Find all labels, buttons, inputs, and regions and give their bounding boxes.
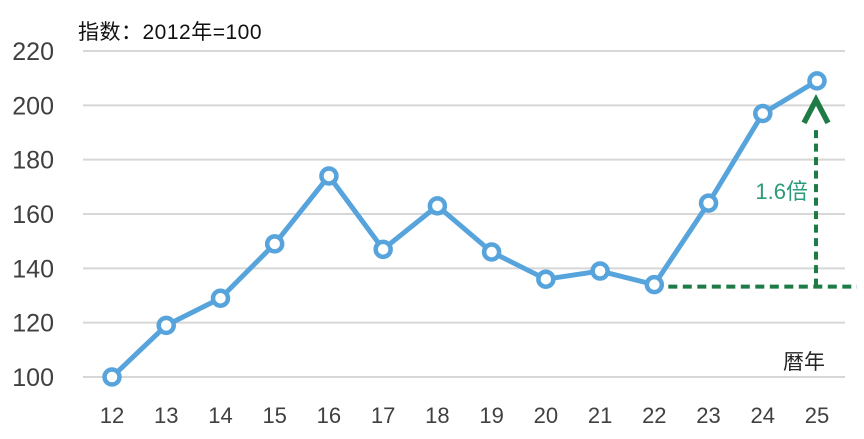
annotation-arrowhead-icon (801, 93, 831, 125)
x-tick-label-24: 24 (751, 403, 775, 428)
y-tick-label-120: 120 (12, 310, 54, 338)
x-tick-label-16: 16 (317, 403, 341, 428)
x-tick-label-19: 19 (479, 403, 503, 428)
growth-annotation-label: 1.6倍 (755, 179, 808, 204)
x-tick-label-12: 12 (100, 403, 124, 428)
data-point-19 (481, 242, 502, 262)
data-point-23 (698, 193, 719, 213)
data-point-24 (753, 103, 773, 124)
x-tick-label-17: 17 (371, 403, 395, 428)
data-point-22 (644, 274, 665, 295)
x-tick-label-18: 18 (425, 403, 449, 428)
data-point-13 (156, 315, 176, 336)
data-point-12 (102, 367, 122, 387)
x-axis-unit-label: 暦年 (783, 351, 825, 374)
data-point-16 (319, 166, 339, 186)
x-tick-label-25: 25 (805, 403, 829, 428)
data-point-17 (373, 239, 393, 260)
data-point-15 (264, 234, 285, 254)
data-point-20 (536, 269, 556, 289)
x-tick-label-23: 23 (696, 403, 720, 428)
data-line-series (109, 78, 820, 380)
chart-title: 指数：2012年=100 (78, 21, 263, 44)
x-tick-label-13: 13 (154, 403, 178, 428)
x-tick-label-21: 21 (588, 403, 612, 428)
y-tick-label-100: 100 (12, 364, 54, 392)
x-tick-label-22: 22 (642, 403, 666, 428)
y-tick-label-140: 140 (12, 255, 54, 283)
data-point-14 (210, 288, 231, 308)
data-point-21 (590, 261, 610, 281)
data-point-25 (807, 71, 827, 91)
x-tick-label-15: 15 (262, 403, 286, 428)
x-tick-label-14: 14 (208, 403, 232, 428)
y-tick-label-180: 180 (12, 147, 54, 175)
data-point-18 (427, 196, 448, 216)
y-tick-label-160: 160 (12, 201, 54, 229)
y-tick-label-200: 200 (12, 92, 54, 120)
x-tick-label-20: 20 (534, 403, 558, 428)
y-tick-label-220: 220 (12, 38, 54, 66)
